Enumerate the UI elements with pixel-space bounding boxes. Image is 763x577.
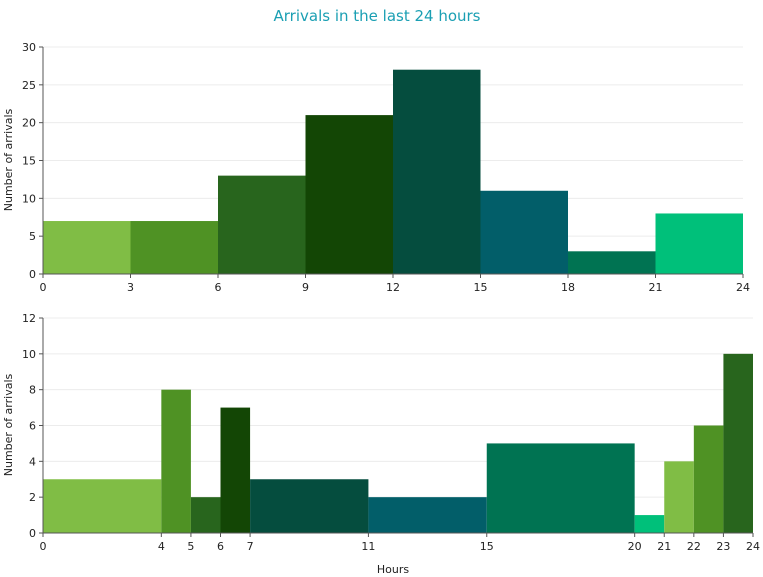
histogram-bar xyxy=(634,515,665,533)
x-axis-title: Hours xyxy=(377,563,409,576)
histogram-bar xyxy=(693,425,724,533)
y-tick-label: 0 xyxy=(29,268,36,281)
histogram-bar xyxy=(655,213,743,274)
x-tick-label: 18 xyxy=(561,281,575,294)
x-tick-label: 9 xyxy=(302,281,309,294)
x-tick-label: 0 xyxy=(40,281,47,294)
x-tick-label: 23 xyxy=(716,540,730,553)
y-tick-label: 8 xyxy=(29,384,36,397)
x-tick-label: 6 xyxy=(217,540,224,553)
x-tick-label: 22 xyxy=(687,540,701,553)
histogram-bar xyxy=(218,175,306,274)
histogram-bar xyxy=(723,353,753,533)
x-tick-label: 12 xyxy=(386,281,400,294)
y-tick-label: 2 xyxy=(29,491,36,504)
histogram-bar xyxy=(161,389,191,533)
histogram-bar xyxy=(43,221,131,274)
y-tick-label: 6 xyxy=(29,420,36,433)
x-tick-label: 0 xyxy=(40,540,47,553)
histogram-bar xyxy=(305,115,393,274)
y-tick-label: 5 xyxy=(29,230,36,243)
y-tick-label: 25 xyxy=(22,79,36,92)
x-tick-label: 15 xyxy=(474,281,488,294)
x-tick-label: 5 xyxy=(187,540,194,553)
histogram-bar xyxy=(220,407,251,533)
x-tick-label: 15 xyxy=(480,540,494,553)
x-tick-label: 24 xyxy=(746,540,760,553)
histogram-bar xyxy=(250,479,369,533)
histogram-bar xyxy=(43,479,162,533)
x-tick-label: 3 xyxy=(127,281,134,294)
histogram-bar xyxy=(130,221,218,274)
y-tick-label: 20 xyxy=(22,117,36,130)
x-tick-label: 11 xyxy=(361,540,375,553)
histogram-bar xyxy=(393,69,481,274)
y-axis-title: Number of arrivals xyxy=(2,374,15,477)
x-tick-label: 7 xyxy=(247,540,254,553)
y-tick-label: 12 xyxy=(22,312,36,325)
y-tick-label: 10 xyxy=(22,192,36,205)
x-tick-label: 21 xyxy=(657,540,671,553)
y-tick-label: 0 xyxy=(29,527,36,540)
y-tick-label: 30 xyxy=(22,41,36,54)
histogram-bar xyxy=(568,251,656,274)
histogram-bar xyxy=(190,497,221,533)
histogram-bar xyxy=(486,443,635,533)
histogram-bar xyxy=(368,497,487,533)
top-histogram-panel: 0 5 10 15 20 25 30 0 3 6 9 12 15 18 21 24 Number of arri… xyxy=(2,41,750,294)
chart-title: Arrivals in the last 24 hours xyxy=(274,7,481,25)
y-tick-label: 15 xyxy=(22,155,36,168)
x-tick-label: 21 xyxy=(649,281,663,294)
x-tick-label: 4 xyxy=(158,540,165,553)
x-tick-label: 6 xyxy=(215,281,222,294)
x-tick-label: 20 xyxy=(628,540,642,553)
histogram-bar xyxy=(480,190,568,274)
y-tick-label: 4 xyxy=(29,455,36,468)
y-tick-label: 10 xyxy=(22,348,36,361)
histogram-bar xyxy=(664,461,694,533)
y-axis-title: Number of arrivals xyxy=(2,109,15,212)
x-tick-label: 24 xyxy=(736,281,750,294)
